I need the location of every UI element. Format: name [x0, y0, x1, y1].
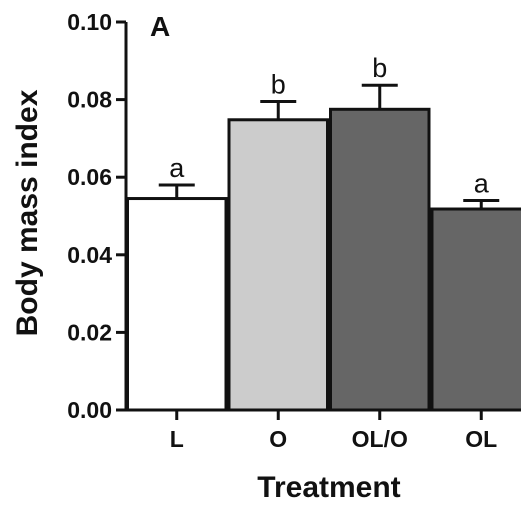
significance-label: b	[372, 53, 387, 83]
errorbars-group	[158, 83, 500, 210]
y-tick-label: 0.02	[67, 319, 112, 345]
significance-labels: a b b a	[169, 53, 490, 198]
significance-label: a	[474, 168, 490, 198]
x-tick-label: O	[269, 426, 287, 452]
y-tick-label: 0.10	[67, 9, 112, 35]
bar	[126, 197, 228, 412]
y-tick-label: 0.04	[67, 242, 112, 268]
x-tick-label: OL/O	[352, 426, 408, 452]
x-ticks-group: L O OL/O OL	[170, 410, 497, 452]
panel-label: A	[150, 11, 170, 42]
significance-label: b	[271, 70, 286, 100]
bar	[329, 107, 431, 412]
y-axis-title: Body mass index	[11, 89, 44, 336]
axes-group	[124, 22, 521, 412]
bar	[430, 207, 521, 412]
significance-label: a	[169, 153, 185, 183]
x-axis-title: Treatment	[257, 471, 400, 504]
y-tick-label: 0.06	[67, 164, 112, 190]
x-tick-label: OL	[465, 426, 497, 452]
bar	[227, 118, 329, 412]
y-tick-label: 0.00	[67, 397, 112, 423]
y-tick-label: 0.08	[67, 87, 112, 113]
y-ticks-group: 0.00 0.02 0.04 0.06 0.08 0.10	[67, 9, 126, 423]
x-tick-label: L	[170, 426, 184, 452]
bars-group	[126, 107, 521, 412]
